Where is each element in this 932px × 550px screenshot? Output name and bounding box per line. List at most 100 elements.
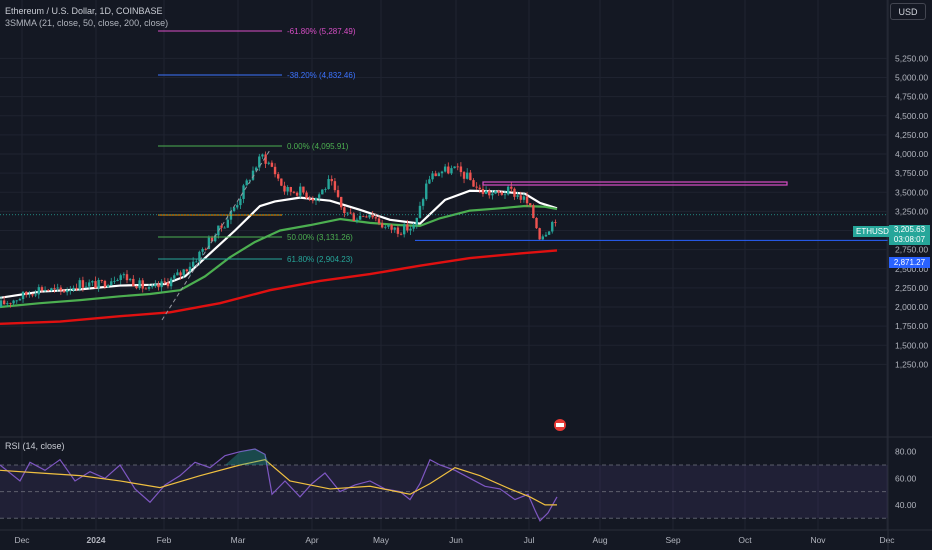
candle[interactable]	[195, 261, 198, 263]
candle[interactable]	[500, 192, 504, 195]
rsi-legend[interactable]: RSI (14, close)	[5, 441, 65, 451]
candle[interactable]	[69, 290, 72, 291]
candle[interactable]	[88, 282, 91, 287]
candle[interactable]	[305, 192, 308, 198]
candle[interactable]	[264, 154, 267, 164]
candle[interactable]	[6, 303, 9, 305]
candle[interactable]	[144, 288, 148, 290]
candle[interactable]	[286, 186, 289, 192]
candle[interactable]	[340, 196, 343, 208]
candle[interactable]	[21, 291, 25, 300]
candle[interactable]	[399, 233, 403, 235]
candle[interactable]	[113, 280, 116, 282]
candle[interactable]	[324, 189, 327, 190]
candle[interactable]	[40, 287, 44, 291]
candle[interactable]	[100, 280, 103, 281]
candle[interactable]	[191, 261, 195, 267]
candle[interactable]	[299, 186, 302, 196]
candle[interactable]	[97, 280, 100, 289]
candle[interactable]	[295, 192, 299, 196]
candle[interactable]	[283, 185, 286, 192]
sma-200-line[interactable]	[0, 249, 558, 326]
candle[interactable]	[43, 289, 47, 291]
candle[interactable]	[201, 249, 204, 252]
candle[interactable]	[103, 280, 107, 288]
candle[interactable]	[292, 191, 296, 193]
candle[interactable]	[321, 189, 324, 195]
candle[interactable]	[453, 166, 456, 169]
candle[interactable]	[15, 300, 18, 302]
candle[interactable]	[132, 278, 135, 287]
candle[interactable]	[327, 179, 330, 190]
candle[interactable]	[513, 188, 516, 197]
candle[interactable]	[541, 236, 544, 240]
candle[interactable]	[538, 228, 541, 240]
candle[interactable]	[220, 225, 223, 228]
candle[interactable]	[412, 224, 415, 229]
candle[interactable]	[308, 197, 311, 199]
candle[interactable]	[362, 215, 365, 217]
candle[interactable]	[314, 197, 318, 201]
candle[interactable]	[519, 195, 522, 200]
flag-icon[interactable]	[554, 419, 566, 431]
candle[interactable]	[62, 290, 66, 293]
candle[interactable]	[418, 205, 422, 218]
candle[interactable]	[409, 228, 412, 231]
candle[interactable]	[166, 282, 170, 287]
candle[interactable]	[447, 166, 450, 174]
candle[interactable]	[330, 179, 333, 182]
candle[interactable]	[494, 190, 497, 194]
candle[interactable]	[232, 207, 236, 211]
candle[interactable]	[346, 212, 349, 214]
candle[interactable]	[547, 231, 551, 235]
candle[interactable]	[280, 178, 283, 186]
candle[interactable]	[154, 284, 157, 287]
candle[interactable]	[53, 288, 56, 289]
candle[interactable]	[484, 190, 488, 194]
candle[interactable]	[106, 285, 110, 288]
candle[interactable]	[25, 291, 28, 295]
candle[interactable]	[336, 190, 340, 197]
candle[interactable]	[56, 287, 59, 289]
candle[interactable]	[169, 278, 173, 287]
candle[interactable]	[459, 166, 463, 173]
candle[interactable]	[116, 280, 119, 281]
candle[interactable]	[466, 172, 469, 179]
candle[interactable]	[437, 173, 441, 177]
candle[interactable]	[125, 274, 129, 281]
candle[interactable]	[59, 287, 63, 291]
candle[interactable]	[450, 168, 453, 174]
candle[interactable]	[185, 269, 189, 272]
candle[interactable]	[160, 281, 163, 288]
candle[interactable]	[443, 166, 447, 172]
candle[interactable]	[147, 286, 151, 289]
candle[interactable]	[277, 174, 280, 179]
candle[interactable]	[529, 203, 532, 206]
candle[interactable]	[358, 215, 362, 220]
candle[interactable]	[198, 251, 201, 262]
candle[interactable]	[239, 198, 242, 206]
candle[interactable]	[554, 222, 557, 223]
currency-button[interactable]: USD	[890, 3, 926, 20]
candle[interactable]	[403, 224, 406, 235]
candle[interactable]	[481, 188, 485, 194]
candle[interactable]	[91, 281, 94, 283]
candle[interactable]	[365, 216, 368, 218]
candle[interactable]	[311, 198, 315, 201]
candle[interactable]	[475, 186, 478, 188]
candle[interactable]	[138, 280, 141, 289]
candle[interactable]	[491, 193, 494, 196]
candle[interactable]	[176, 272, 179, 276]
candle[interactable]	[415, 217, 418, 225]
candle[interactable]	[204, 249, 207, 250]
candle[interactable]	[12, 300, 15, 304]
candle[interactable]	[434, 173, 437, 177]
candle[interactable]	[258, 156, 261, 168]
candle[interactable]	[349, 212, 352, 214]
candle[interactable]	[248, 179, 252, 181]
candle[interactable]	[525, 196, 529, 204]
candle[interactable]	[302, 186, 305, 193]
candle[interactable]	[37, 287, 40, 295]
candle[interactable]	[72, 287, 75, 291]
candle[interactable]	[31, 294, 34, 296]
